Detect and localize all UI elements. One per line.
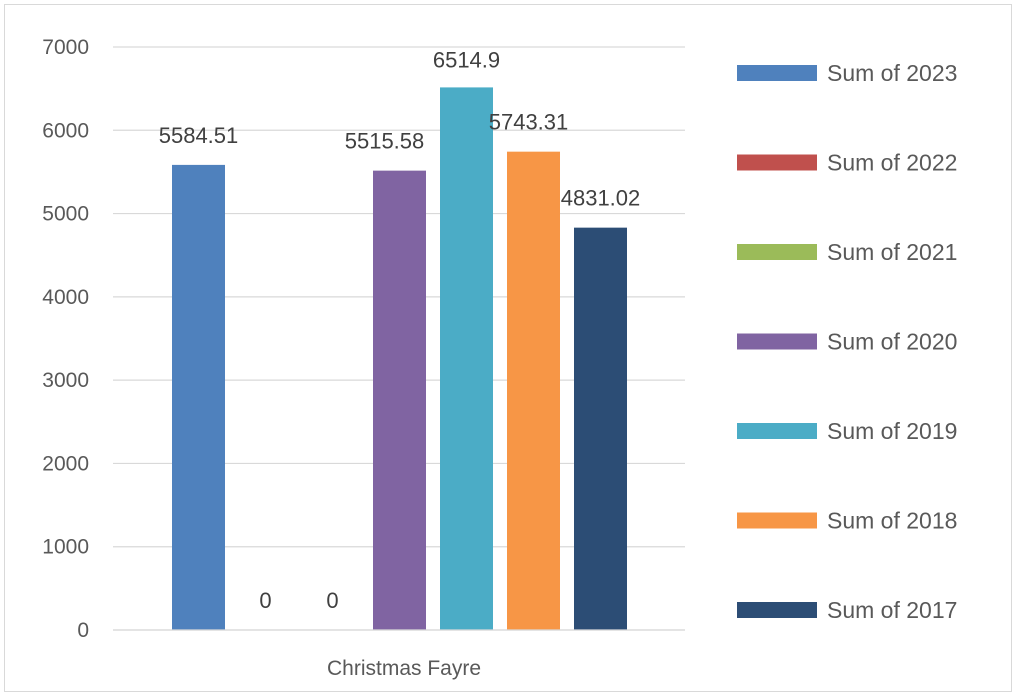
bar-sum-of-2018 [507, 151, 560, 631]
legend-label: Sum of 2023 [827, 60, 957, 86]
bar-sum-of-2020 [373, 170, 426, 630]
y-tick-label: 6000 [42, 119, 89, 142]
data-label: 0 [326, 588, 338, 613]
x-axis: Christmas Fayre [113, 629, 685, 680]
legend-swatch [737, 244, 817, 260]
legend-label: Sum of 2020 [827, 329, 957, 355]
y-tick-label: 0 [77, 619, 89, 642]
legend: Sum of 2023 Sum of 2022 Sum of 2021 Sum of … [737, 60, 957, 623]
bar-sum-of-2019 [440, 87, 493, 630]
y-tick-label: 4000 [42, 286, 89, 309]
legend-label: Sum of 2022 [827, 150, 957, 176]
y-axis: 0 1000 2000 3000 4000 5000 6000 7000 [42, 36, 89, 642]
y-tick-label: 1000 [42, 536, 89, 559]
y-tick-label: 5000 [42, 203, 89, 226]
legend-swatch [737, 512, 817, 529]
y-tick-label: 3000 [42, 369, 89, 392]
bars [172, 87, 627, 631]
legend-swatch [737, 154, 817, 171]
data-label: 4831.02 [561, 186, 641, 211]
legend-swatch [737, 423, 817, 439]
legend-label: Sum of 2019 [827, 418, 957, 444]
data-label: 6514.9 [433, 47, 500, 72]
y-tick-label: 2000 [42, 452, 89, 475]
x-category-label: Christmas Fayre [327, 657, 481, 680]
bar-sum-of-2017 [574, 227, 627, 630]
legend-swatch [737, 602, 817, 618]
y-tick-label: 7000 [42, 36, 89, 59]
data-label: 0 [259, 588, 271, 613]
data-labels: 5584.51 0 0 5515.58 6514.9 5743.31 4831.02 [159, 47, 641, 613]
data-label: 5743.31 [489, 110, 569, 135]
chart-frame: 0 1000 2000 3000 4000 5000 6000 7000 5584.51 0 0 5… [4, 4, 1012, 692]
legend-swatch [737, 333, 817, 350]
data-label: 5584.51 [159, 123, 239, 148]
legend-swatch [737, 65, 817, 81]
bar-sum-of-2023 [172, 164, 225, 631]
legend-label: Sum of 2017 [827, 597, 957, 623]
legend-label: Sum of 2018 [827, 508, 957, 534]
legend-label: Sum of 2021 [827, 239, 957, 265]
data-label: 5515.58 [345, 129, 425, 154]
